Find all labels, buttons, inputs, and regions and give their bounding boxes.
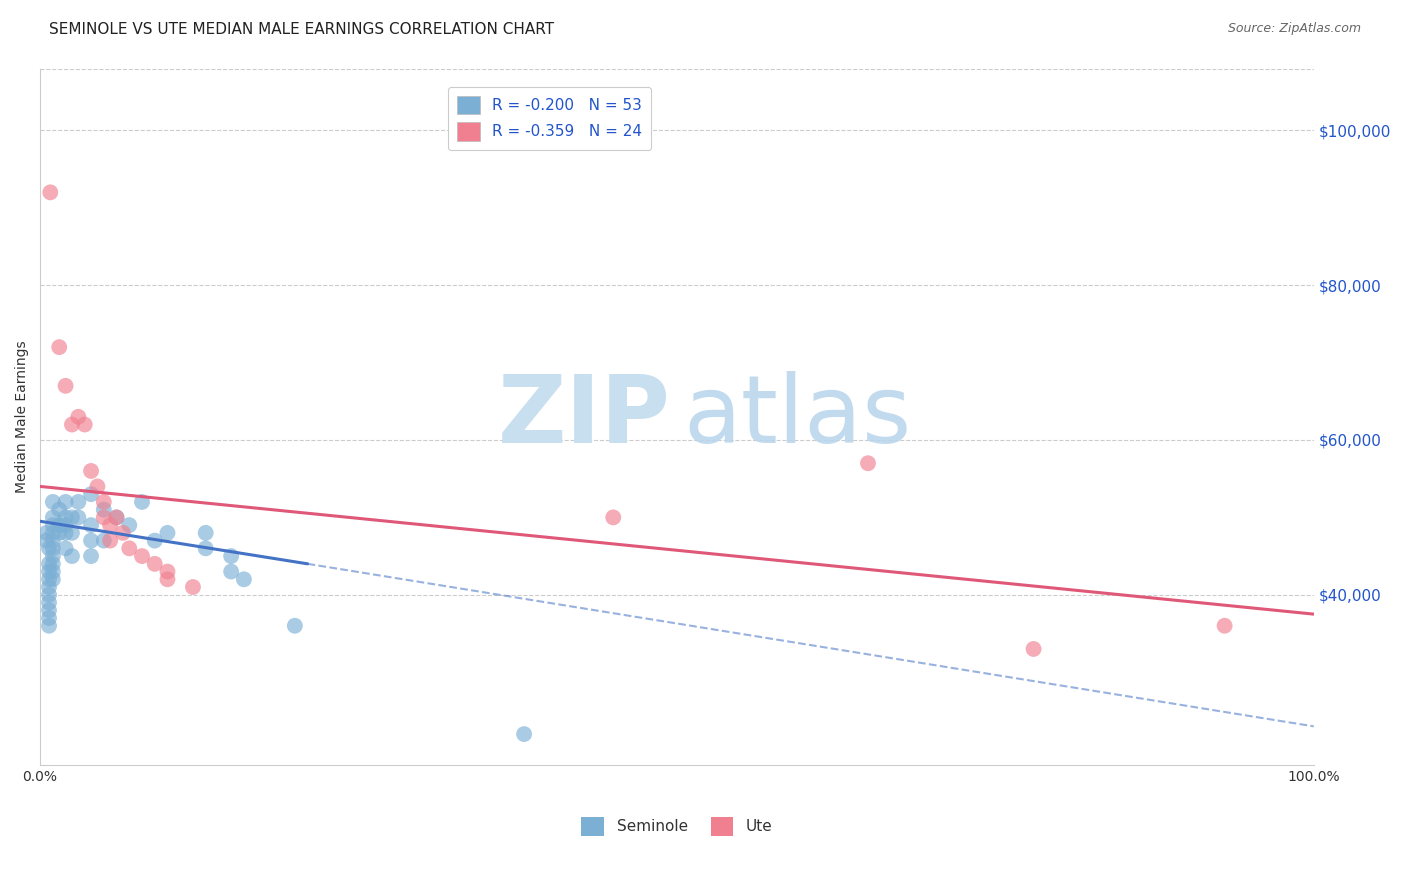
Point — [42, 572, 65, 586]
Point — [38, 541, 60, 556]
Point — [80, 487, 103, 501]
Point — [48, 502, 70, 516]
Point — [143, 557, 166, 571]
Point — [42, 541, 65, 556]
Point — [67, 409, 90, 424]
Point — [156, 525, 179, 540]
Point — [42, 557, 65, 571]
Point — [42, 518, 65, 533]
Point — [55, 541, 77, 556]
Point — [131, 495, 153, 509]
Point — [194, 525, 217, 540]
Point — [38, 557, 60, 571]
Point — [98, 518, 121, 533]
Point — [232, 572, 254, 586]
Point — [35, 525, 58, 540]
Y-axis label: Median Male Earnings: Median Male Earnings — [15, 341, 30, 493]
Point — [38, 588, 60, 602]
Point — [35, 533, 58, 548]
Point — [131, 549, 153, 563]
Point — [48, 525, 70, 540]
Point — [98, 533, 121, 548]
Point — [55, 518, 77, 533]
Point — [156, 565, 179, 579]
Point — [194, 541, 217, 556]
Point — [60, 417, 83, 432]
Point — [181, 580, 204, 594]
Point — [80, 549, 103, 563]
Point — [219, 565, 242, 579]
Text: atlas: atlas — [683, 371, 911, 463]
Point — [118, 518, 141, 533]
Text: SEMINOLE VS UTE MEDIAN MALE EARNINGS CORRELATION CHART: SEMINOLE VS UTE MEDIAN MALE EARNINGS COR… — [49, 22, 554, 37]
Point — [93, 495, 115, 509]
Point — [1213, 619, 1236, 633]
Point — [111, 525, 134, 540]
Point — [42, 533, 65, 548]
Point — [156, 572, 179, 586]
Point — [55, 525, 77, 540]
Point — [80, 533, 103, 548]
Point — [42, 525, 65, 540]
Point — [38, 565, 60, 579]
Point — [67, 495, 90, 509]
Point — [60, 549, 83, 563]
Point — [67, 510, 90, 524]
Point — [38, 619, 60, 633]
Point — [1022, 642, 1045, 657]
Point — [55, 379, 77, 393]
Point — [55, 510, 77, 524]
Point — [118, 541, 141, 556]
Point — [60, 510, 83, 524]
Point — [219, 549, 242, 563]
Point — [60, 525, 83, 540]
Point — [39, 186, 62, 200]
Point — [42, 510, 65, 524]
Point — [42, 565, 65, 579]
Text: ZIP: ZIP — [498, 371, 671, 463]
Point — [602, 510, 624, 524]
Legend: Seminole, Ute: Seminole, Ute — [575, 811, 779, 842]
Point — [86, 479, 108, 493]
Point — [143, 533, 166, 548]
Point — [42, 495, 65, 509]
Text: Source: ZipAtlas.com: Source: ZipAtlas.com — [1227, 22, 1361, 36]
Point — [80, 464, 103, 478]
Point — [105, 510, 128, 524]
Point — [38, 595, 60, 609]
Point — [55, 495, 77, 509]
Point — [38, 572, 60, 586]
Point — [284, 619, 307, 633]
Point — [38, 611, 60, 625]
Point — [105, 510, 128, 524]
Point — [73, 417, 96, 432]
Point — [38, 580, 60, 594]
Point — [513, 727, 536, 741]
Point — [93, 533, 115, 548]
Point — [856, 456, 879, 470]
Point — [38, 603, 60, 617]
Point — [48, 518, 70, 533]
Point — [93, 502, 115, 516]
Point — [42, 549, 65, 563]
Point — [48, 340, 70, 354]
Point — [93, 510, 115, 524]
Point — [80, 518, 103, 533]
